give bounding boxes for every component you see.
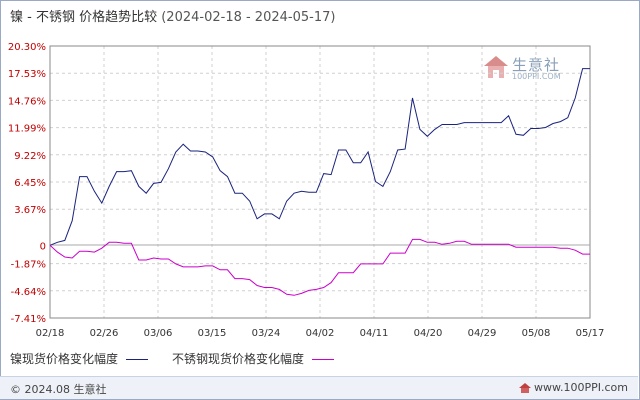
x-tick-label: 04/20 [414,328,443,339]
y-tick-label: 11.99% [8,124,46,135]
x-tick-label: 02/26 [90,328,119,339]
x-tick-label: 03/15 [198,328,227,339]
y-tick-label: 20.30% [8,42,46,53]
site-link[interactable]: www.100PPI.com [519,381,628,394]
legend-item-nickel-swatch [126,359,149,360]
grid-lines [50,46,590,318]
x-tick-label: 05/08 [522,328,551,339]
y-tick-label: 3.67% [14,205,46,216]
chart-title-text: 镍 - 不锈钢 价格趋势比较 [10,10,158,25]
series-lines [49,68,590,296]
chart-title: 镍 - 不锈钢 价格趋势比较 (2024-02-18 - 2024-05-17) [10,6,335,25]
site-url: www.100PPI.com [534,381,628,394]
y-tick-label: 9.22% [14,151,46,162]
legend-item-stainless-swatch [312,359,335,360]
y-tick-label: 0 [40,241,46,252]
x-tick-label: 04/11 [360,328,389,339]
y-tick-label: 6.45% [14,178,46,189]
site-logo-icon [519,383,532,393]
y-tick-label: 14.76% [8,96,46,107]
plot-border [49,45,591,319]
x-tick-label: 05/17 [576,328,605,339]
y-tick-label: 17.53% [8,69,46,80]
x-tick-label: 04/29 [468,328,497,339]
x-tick-label: 03/06 [144,328,173,339]
watermark-house-icon [484,56,508,78]
y-tick-label: -1.87% [11,260,46,271]
chart-date-range: (2024-02-18 - 2024-05-17) [161,10,336,25]
x-axis-ticks: 02/18 02/26 03/06 03/15 03/24 04/02 04/11 04/20… [36,328,605,339]
x-tick-label: 03/24 [252,328,281,339]
y-tick-label: -4.64% [11,287,46,298]
series-line-stainless [49,238,590,296]
legend-item-stainless-label: 不锈钢现货价格变化幅度 [172,352,305,366]
y-tick-label: -7.41% [11,314,46,325]
x-tick-label: 04/02 [306,328,335,339]
x-tick-label: 02/18 [36,328,65,339]
copyright-text: © 2024.08 生意社 [10,383,107,396]
series-line-nickel [49,68,590,246]
y-axis-ticks: 20.30% 17.53% 14.76% 11.99% 9.22% 6.45% 3.67% 0… [8,42,46,325]
legend: 镍现货价格变化幅度 不锈钢现货价格变化幅度 [10,350,358,367]
footer-bar: © 2024.08 生意社 www.100PPI.com [0,376,638,399]
legend-item-nickel-label: 镍现货价格变化幅度 [10,352,119,366]
